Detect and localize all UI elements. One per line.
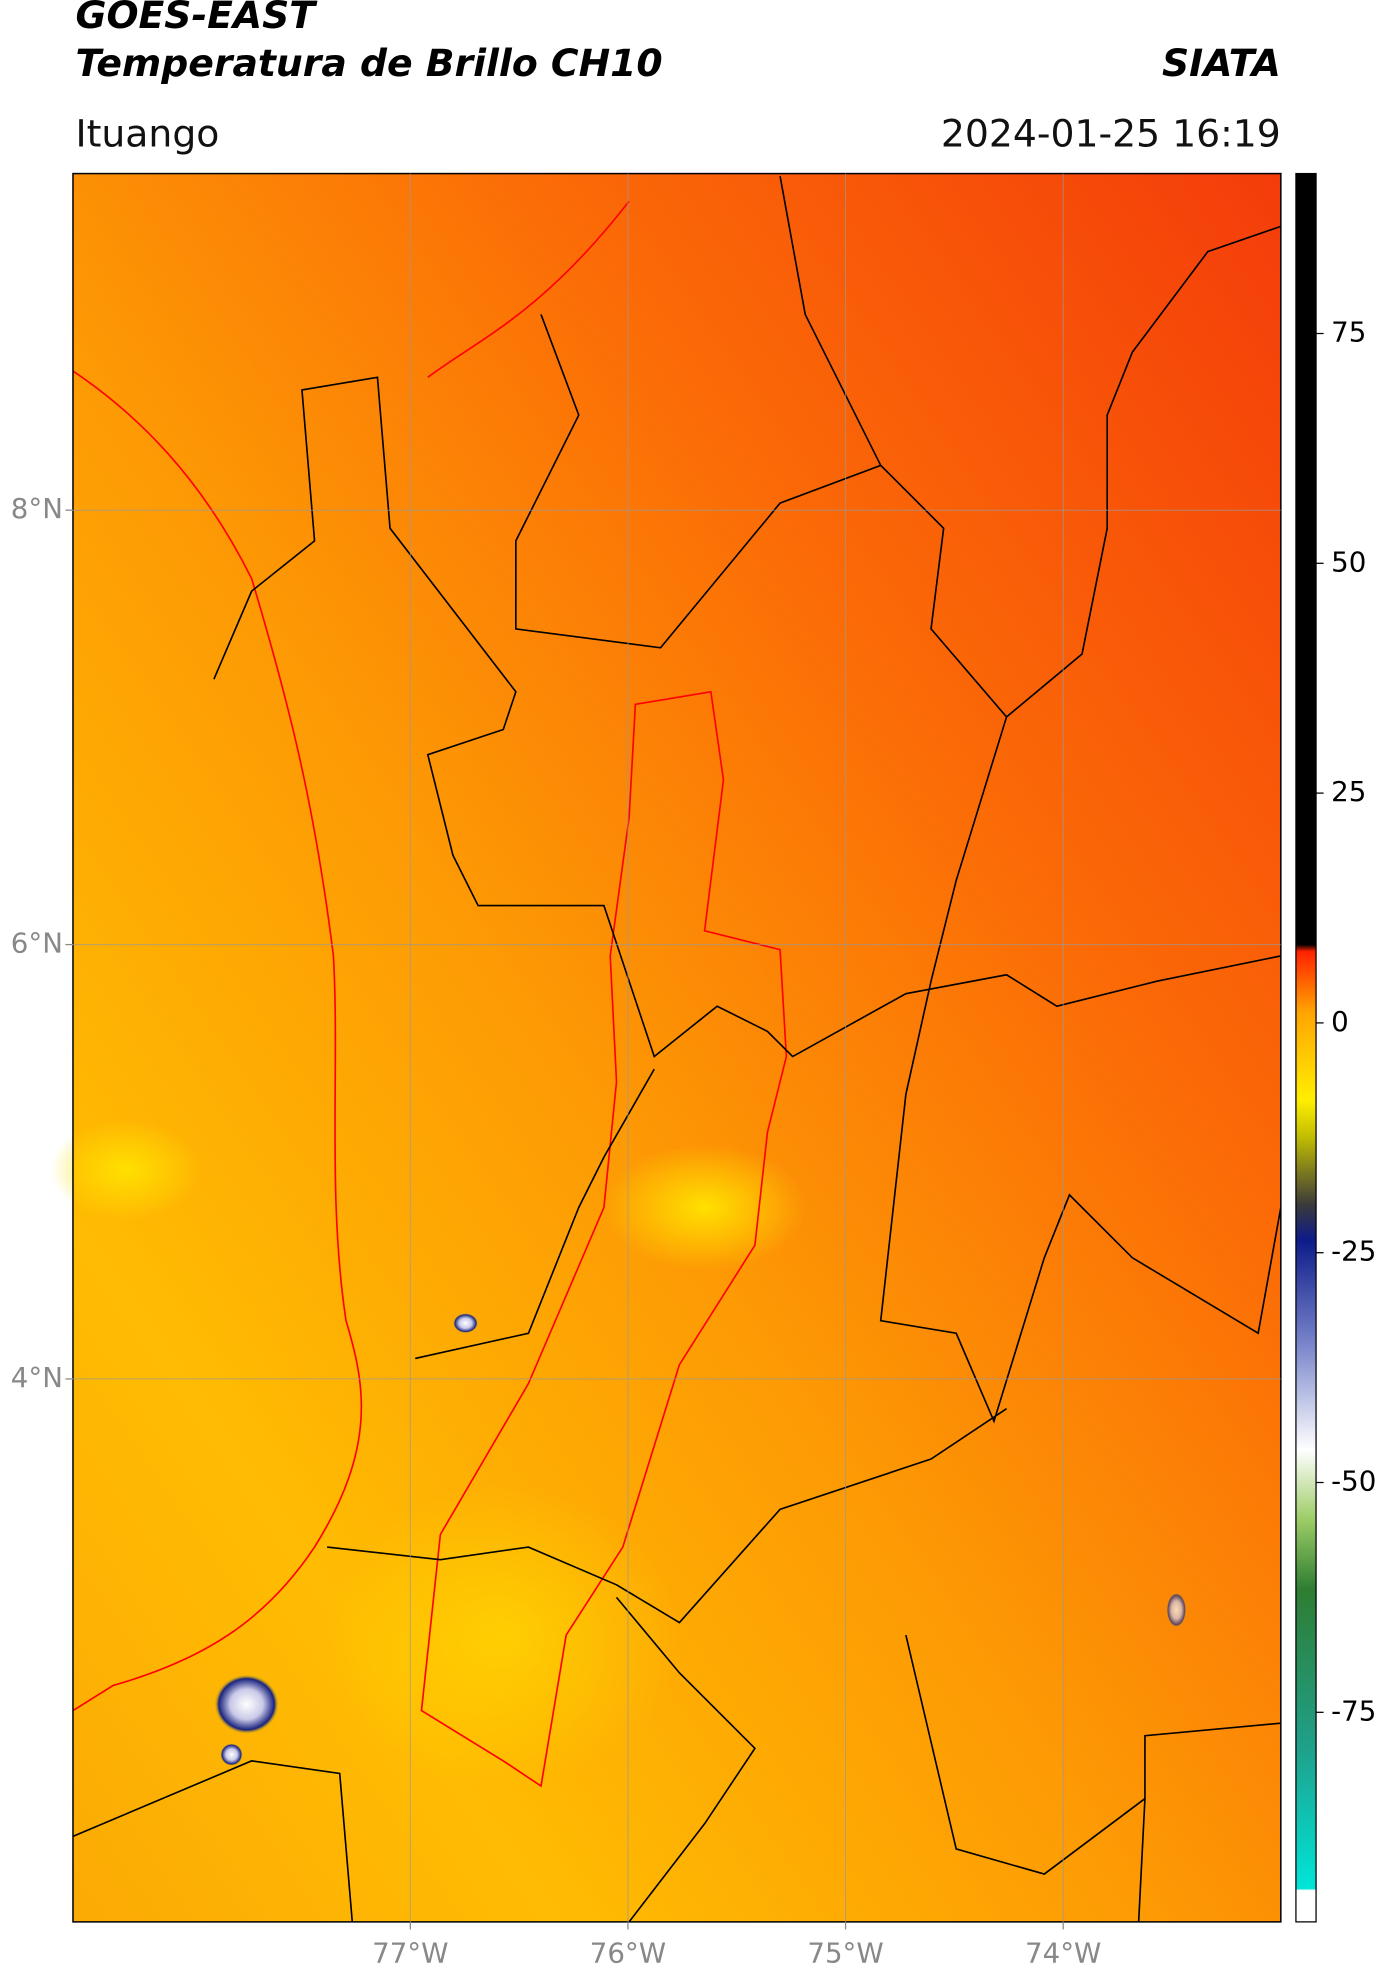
y-tick-label: 4°N xyxy=(11,1361,63,1394)
colorbar-tick-label: -75 xyxy=(1331,1694,1376,1727)
x-tick-label: 75°W xyxy=(807,1937,883,1970)
colorbar-tick-label: 50 xyxy=(1331,545,1366,578)
map-frame xyxy=(72,172,1282,1923)
convective-cell xyxy=(452,1313,479,1334)
warm-area xyxy=(327,1484,680,1787)
datetime: 2024-01-25 16:19 xyxy=(941,111,1281,155)
title: GOES-EAST xyxy=(75,0,318,37)
source: SIATA xyxy=(1162,41,1281,85)
x-tick-label: 74°W xyxy=(1025,1937,1101,1970)
colorbar-tick-label: -50 xyxy=(1331,1465,1376,1498)
map xyxy=(50,172,1282,1923)
location: Ituango xyxy=(75,111,219,155)
red-boundary xyxy=(72,200,788,1788)
colorbar-tick-label: -25 xyxy=(1331,1235,1376,1268)
x-tick-label: 77°W xyxy=(372,1937,448,1970)
warm-area xyxy=(50,1119,202,1221)
y-tick-label: 6°N xyxy=(11,927,63,960)
colorbar-tick-label: 0 xyxy=(1331,1005,1349,1038)
convective-cell xyxy=(220,1743,243,1766)
x-tick-label: 76°W xyxy=(590,1937,666,1970)
colorbar-tick-label: 75 xyxy=(1331,316,1366,349)
subtitle: Temperatura de Brillo CH10 xyxy=(75,41,662,85)
convective-cell xyxy=(213,1674,280,1735)
convective-cell xyxy=(1166,1592,1187,1628)
black-boundary xyxy=(72,175,1282,1923)
colorbar xyxy=(1295,172,1317,1923)
warm-area xyxy=(603,1144,806,1271)
colorbar-tick-label: 25 xyxy=(1331,775,1366,808)
y-tick-label: 8°N xyxy=(11,492,63,525)
